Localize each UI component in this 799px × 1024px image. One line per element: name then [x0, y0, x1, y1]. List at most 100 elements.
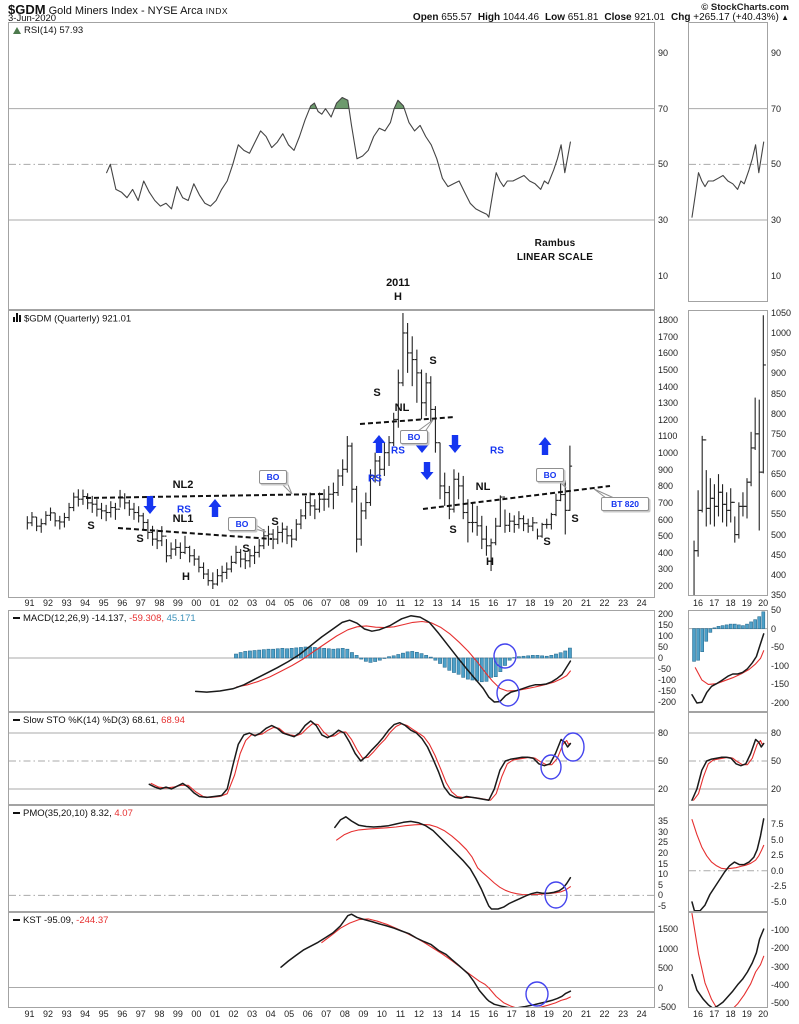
pmo-mini-axis-label: 5.0: [771, 834, 784, 845]
year-axis-label: 12: [414, 598, 425, 608]
ticker-name: Gold Miners Index - NYSE Arca: [48, 5, 203, 17]
callout-bo: BO: [400, 430, 428, 444]
year-axis-label: 13: [432, 1009, 443, 1019]
macd-axis-label: 150: [658, 620, 674, 630]
year-axis-label-mini: 17: [709, 1009, 720, 1019]
year-axis-label: 01: [209, 598, 221, 608]
year-axis-label: 11: [395, 1009, 406, 1019]
price-mini-axis-label: 600: [771, 489, 787, 500]
year-axis-label: 18: [525, 598, 536, 608]
rsi-axis-label: 70: [658, 103, 669, 114]
NL1-neckline: [117, 527, 273, 540]
macd-axis-label: -150: [658, 686, 677, 696]
rsi-mini-axis-label: 50: [771, 159, 782, 170]
year-axis-label: 10: [376, 1009, 387, 1019]
pmo-mini-axis-label: 7.5: [771, 819, 784, 829]
year-axis-label: 15: [469, 598, 480, 608]
down-arrow-annotation: [448, 435, 462, 453]
pmo-mini-axis-label: 0.0: [771, 865, 784, 876]
year-axis-label: 94: [80, 598, 91, 608]
pmo-axis-label: 15: [658, 858, 669, 869]
year-axis-label: 91: [24, 598, 35, 608]
price-axis-label: 200: [658, 581, 674, 591]
pattern-annotation-label: NL: [475, 481, 491, 493]
line-indicator-icon: [13, 812, 20, 815]
year-axis-label: 19: [543, 598, 554, 608]
pmo-axis-label: 10: [658, 869, 669, 880]
year-axis-label: 17: [506, 598, 517, 608]
kst-legend-text: KST -95.09,: [23, 915, 74, 926]
year-axis-label: 11: [395, 598, 406, 608]
price-mini-axis-label: 750: [771, 428, 787, 439]
macd-axis-label: -200: [658, 697, 677, 707]
price-panel: [8, 310, 655, 598]
pattern-annotation-label: NL1: [172, 513, 194, 525]
pattern-annotation-label: S: [543, 536, 551, 548]
kst-axis-label: 1500: [658, 924, 679, 934]
sto-panel: [8, 712, 655, 805]
year-axis-label: 02: [228, 1009, 239, 1019]
year-axis-label: 14: [451, 598, 462, 608]
down-arrow-annotation: [415, 435, 429, 453]
year-axis-label: 01: [209, 1009, 221, 1019]
kst-mini-axis-label: -400: [771, 979, 790, 990]
year-axis-label: 16: [488, 1009, 499, 1019]
year-axis-label: 24: [636, 1009, 647, 1019]
macd-axis-label: -100: [658, 675, 677, 685]
kst-axis-label: -500: [658, 1002, 677, 1012]
year-axis-label: 05: [284, 598, 295, 608]
price-axis-label: 800: [658, 481, 674, 492]
pattern-annotation-label: H: [486, 556, 494, 568]
year-axis-label: 95: [98, 1009, 109, 1019]
year-axis-label: 92: [43, 598, 54, 608]
price-mini-axis-label: 650: [771, 469, 787, 480]
year-axis-label: 08: [339, 598, 350, 608]
chart-header: $GDM Gold Miners Index - NYSE Arca INDX: [8, 2, 228, 17]
year-axis-label: 99: [172, 1009, 183, 1019]
year-axis-label: 00: [191, 598, 202, 608]
watermark-author: Rambus: [534, 238, 576, 249]
macd-mini-axis-label: 0: [771, 623, 777, 634]
chart-date: 3-Jun-2020: [8, 13, 57, 24]
pmo-axis-label: 35: [658, 816, 669, 826]
price-mini-axis-label: 800: [771, 408, 787, 419]
up-arrow-icon: ▲: [778, 13, 789, 22]
bar-chart-icon: [13, 313, 21, 325]
pattern-annotation-label: NL: [394, 402, 410, 414]
year-axis-label: 08: [339, 1009, 350, 1019]
year-axis-label: 20: [562, 598, 573, 608]
year-axis-label: 14: [451, 1009, 462, 1019]
year-axis-label: 23: [618, 1009, 629, 1019]
macd-panel: [8, 610, 655, 712]
macd-legend-text: -59.308,: [126, 613, 164, 624]
price-axis-label: 1500: [658, 364, 679, 375]
kst-legend-text: -244.37: [73, 915, 109, 926]
price-axis-label: 1300: [658, 398, 679, 409]
sto-axis-label: 50: [658, 756, 669, 766]
year-axis-label: 04: [265, 598, 276, 608]
macd-axis-label: 0: [658, 653, 664, 663]
rs-annotation-label: RS: [391, 445, 405, 457]
rs-annotation-label: RS: [368, 473, 382, 485]
macd-mini-axis-label: -50: [771, 642, 785, 653]
circle-annotation: [525, 981, 549, 1007]
year-axis-label: 19: [543, 1009, 554, 1019]
price-axis-label: 500: [658, 531, 674, 542]
pmo-mini-axis-label: 2.5: [771, 850, 784, 861]
pmo-legend-text: 4.07: [111, 808, 133, 819]
pattern-annotation-label: H: [182, 571, 190, 583]
price-mini-axis-label: 550: [771, 509, 787, 520]
macd-axis-label: 50: [658, 642, 669, 652]
year-axis-label: 10: [376, 598, 387, 608]
year-axis-label: 17: [506, 1009, 517, 1019]
rsi-panel: [8, 22, 655, 310]
quote-value: 655.57: [438, 12, 472, 23]
pattern-annotation-label: S: [571, 513, 579, 525]
year-axis-label: 20: [562, 1009, 573, 1019]
pmo-axis-label: 0: [658, 890, 664, 901]
year-axis-label: 93: [61, 598, 72, 608]
pmo-axis-label: 5: [658, 879, 664, 890]
year-axis-label: 06: [302, 1009, 313, 1019]
rsi-axis-label: 50: [658, 159, 669, 170]
